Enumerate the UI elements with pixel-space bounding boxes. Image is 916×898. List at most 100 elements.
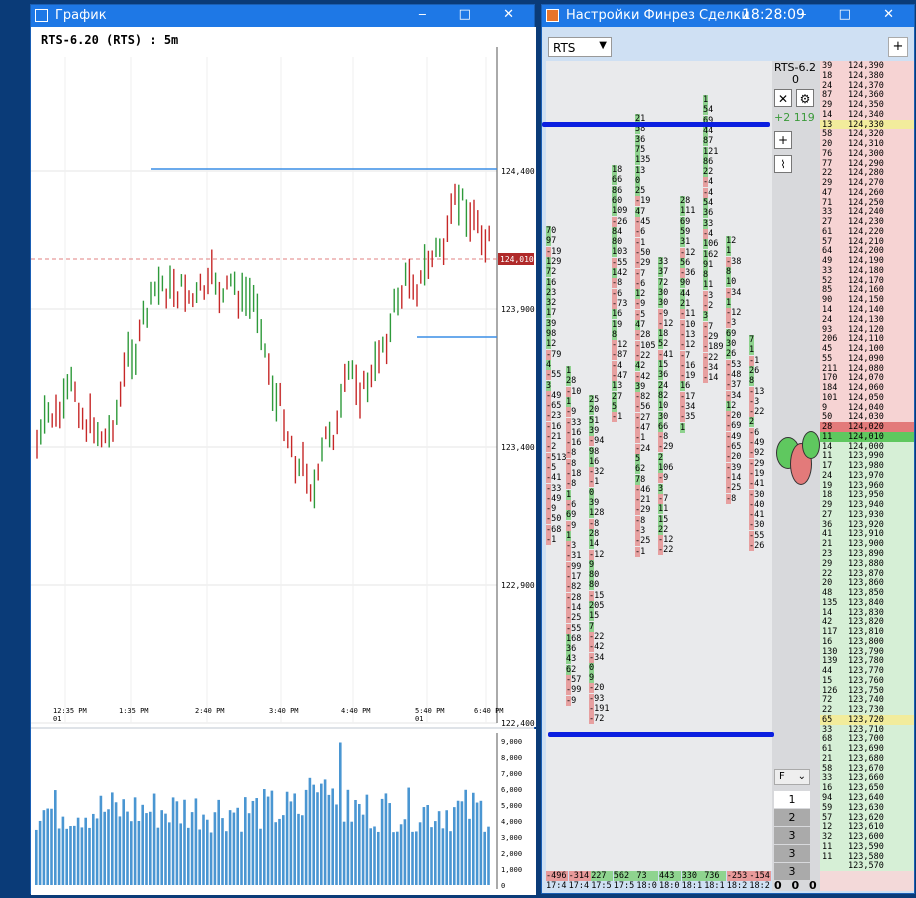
ladder-row[interactable]: 59 123,630 xyxy=(820,802,914,813)
ladder-row[interactable]: 139 123,780 xyxy=(820,656,914,667)
ladder-row[interactable]: 58 123,670 xyxy=(820,763,914,774)
ladder-row[interactable]: 11 123,990 xyxy=(820,451,914,462)
ladder-row[interactable]: 71 124,250 xyxy=(820,197,914,208)
ladder-row[interactable]: 11 123,590 xyxy=(820,841,914,852)
ladder-row[interactable]: 29 124,350 xyxy=(820,100,914,111)
ladder-row[interactable]: 50 124,030 xyxy=(820,412,914,423)
ladder-row[interactable]: 170 124,070 xyxy=(820,373,914,384)
ladder-row[interactable]: 14 124,000 xyxy=(820,441,914,452)
price-chart-panel[interactable]: RTS-6.20 (RTS) : 5m 124,400 123,900 123,40… xyxy=(31,27,536,727)
ladder-row[interactable]: 211 124,080 xyxy=(820,363,914,374)
ladder-row[interactable]: 20 124,310 xyxy=(820,139,914,150)
ladder-row[interactable]: 9 124,040 xyxy=(820,402,914,413)
ladder-row[interactable]: 24 124,130 xyxy=(820,314,914,325)
ladder-row[interactable]: 28 124,020 xyxy=(820,422,914,433)
ladder-row[interactable]: 42 123,820 xyxy=(820,617,914,628)
ladder-row[interactable]: 27 123,930 xyxy=(820,509,914,520)
gear-icon[interactable]: ⚙ xyxy=(796,89,814,107)
ladder-row[interactable]: 41 123,910 xyxy=(820,529,914,540)
ladder-row[interactable]: 117 123,810 xyxy=(820,627,914,638)
cluster-area[interactable]: 70 97 -19 129 72 16 23 32 17 39 98 12 -79 4 -55 3 -49 -65… xyxy=(546,61,772,871)
step-button[interactable]: 3 xyxy=(774,863,810,880)
ladder-row[interactable]: 24 124,370 xyxy=(820,80,914,91)
ladder-row[interactable]: 14 123,830 xyxy=(820,607,914,618)
ladder-row[interactable]: 15 123,760 xyxy=(820,675,914,686)
step-button[interactable]: 2 xyxy=(774,809,810,826)
ladder-row[interactable]: 52 124,170 xyxy=(820,275,914,286)
ladder-row[interactable]: 94 123,640 xyxy=(820,793,914,803)
ladder-row[interactable]: 14 124,340 xyxy=(820,109,914,120)
ladder-row[interactable]: 29 123,940 xyxy=(820,500,914,511)
instrument-select[interactable]: RTS ▼ xyxy=(548,37,612,57)
price-ladder[interactable]: 39 124,390 18 124,380 24 124,370 87 124,360 29 12… xyxy=(820,61,914,891)
volume-chart-panel[interactable]: 9,000 8,000 7,000 6,000 5,000 4,000 3,000 2,000… xyxy=(31,729,536,895)
ladder-row[interactable]: 206 124,110 xyxy=(820,334,914,345)
ladder-row[interactable]: 101 124,050 xyxy=(820,392,914,403)
ladder-row[interactable]: 14 124,140 xyxy=(820,305,914,315)
ladder-row[interactable]: 77 124,290 xyxy=(820,158,914,169)
ladder-row[interactable]: 65 123,720 xyxy=(820,714,914,725)
step-button[interactable]: 3 xyxy=(774,845,810,862)
ladder-row[interactable]: 61 123,690 xyxy=(820,744,914,755)
ladder-row[interactable]: 87 124,360 xyxy=(820,90,914,101)
ladder-row[interactable]: 126 123,750 xyxy=(820,685,914,696)
ladder-row[interactable]: 57 124,210 xyxy=(820,236,914,247)
filter-select[interactable]: F ⌄ xyxy=(774,769,810,785)
ladder-row[interactable]: 33 123,710 xyxy=(820,724,914,735)
ladder-row[interactable]: 45 124,100 xyxy=(820,344,914,355)
ladder-row[interactable]: 55 124,090 xyxy=(820,353,914,364)
ladder-row[interactable]: 21 123,680 xyxy=(820,753,914,764)
ladder-row[interactable]: 85 124,160 xyxy=(820,285,914,296)
ladder-row[interactable]: 33 123,660 xyxy=(820,773,914,784)
ladder-row[interactable]: 18 124,380 xyxy=(820,70,914,81)
ladder-row[interactable]: 68 123,700 xyxy=(820,734,914,745)
ladder-row[interactable]: 19 123,960 xyxy=(820,480,914,491)
ladder-row[interactable]: 184 124,060 xyxy=(820,383,914,394)
ladder-row[interactable]: 130 123,790 xyxy=(820,646,914,657)
add-button[interactable]: + xyxy=(888,37,908,57)
ladder-row[interactable]: 36 123,920 xyxy=(820,519,914,530)
close-all-icon[interactable]: ✕ xyxy=(774,89,792,107)
ladder-row[interactable]: 49 124,190 xyxy=(820,256,914,267)
step-button[interactable]: 3 xyxy=(774,827,810,844)
ladder-row[interactable]: 47 124,260 xyxy=(820,187,914,198)
ladder-row[interactable]: 13 124,330 xyxy=(820,119,914,130)
ladder-row[interactable]: 32 123,600 xyxy=(820,832,914,843)
ladder-row[interactable]: 22 123,870 xyxy=(820,568,914,579)
ladder-row[interactable]: 64 124,200 xyxy=(820,246,914,257)
ladder-row[interactable]: 29 123,880 xyxy=(820,558,914,569)
ladder-row[interactable]: 22 124,280 xyxy=(820,168,914,179)
ladder-row[interactable]: 12 123,610 xyxy=(820,822,914,833)
ladder-row[interactable]: 29 124,270 xyxy=(820,178,914,189)
ladder-row[interactable]: 123,570 xyxy=(820,861,914,872)
chart-toggle-icon[interactable]: ⌇ xyxy=(774,155,792,173)
ladder-row[interactable]: 16 123,650 xyxy=(820,783,914,794)
ladder-row[interactable]: 33 124,240 xyxy=(820,207,914,218)
ladder-row[interactable]: 18 123,950 xyxy=(820,490,914,501)
ladder-row[interactable]: 48 123,850 xyxy=(820,588,914,599)
ladder-row[interactable]: 33 124,180 xyxy=(820,265,914,276)
window-controls[interactable]: ‒ □ ✕ xyxy=(418,7,528,22)
ladder-row[interactable]: 22 123,730 xyxy=(820,705,914,716)
ladder-row[interactable]: 58 124,320 xyxy=(820,129,914,140)
ladder-row[interactable]: 39 124,390 xyxy=(820,61,914,71)
ladder-row[interactable]: 21 123,900 xyxy=(820,539,914,550)
trade-menu[interactable]: Настройки Финрез Сделки xyxy=(566,8,750,23)
ladder-row[interactable]: 27 124,230 xyxy=(820,217,914,228)
ladder-row[interactable]: 57 123,620 xyxy=(820,812,914,823)
step-button[interactable]: 1 xyxy=(774,791,810,808)
ladder-row[interactable]: 11 124,010 xyxy=(820,431,914,442)
ladder-row[interactable]: 90 124,150 xyxy=(820,295,914,306)
ladder-row[interactable]: 20 123,860 xyxy=(820,578,914,589)
ladder-row[interactable]: 11 123,580 xyxy=(820,851,914,862)
ladder-row[interactable]: 44 123,770 xyxy=(820,666,914,677)
ladder-row[interactable]: 72 123,740 xyxy=(820,695,914,706)
trade-window-controls[interactable]: ‒ □ ✕ xyxy=(798,7,908,22)
ladder-row[interactable]: 24 123,970 xyxy=(820,470,914,481)
zoom-in-button[interactable]: + xyxy=(774,131,792,149)
ladder-row[interactable]: 76 124,300 xyxy=(820,148,914,159)
ladder-row[interactable]: 23 123,890 xyxy=(820,549,914,559)
ladder-row[interactable]: 61 124,220 xyxy=(820,226,914,237)
ladder-row[interactable]: 17 123,980 xyxy=(820,461,914,472)
ladder-row[interactable]: 135 123,840 xyxy=(820,597,914,608)
